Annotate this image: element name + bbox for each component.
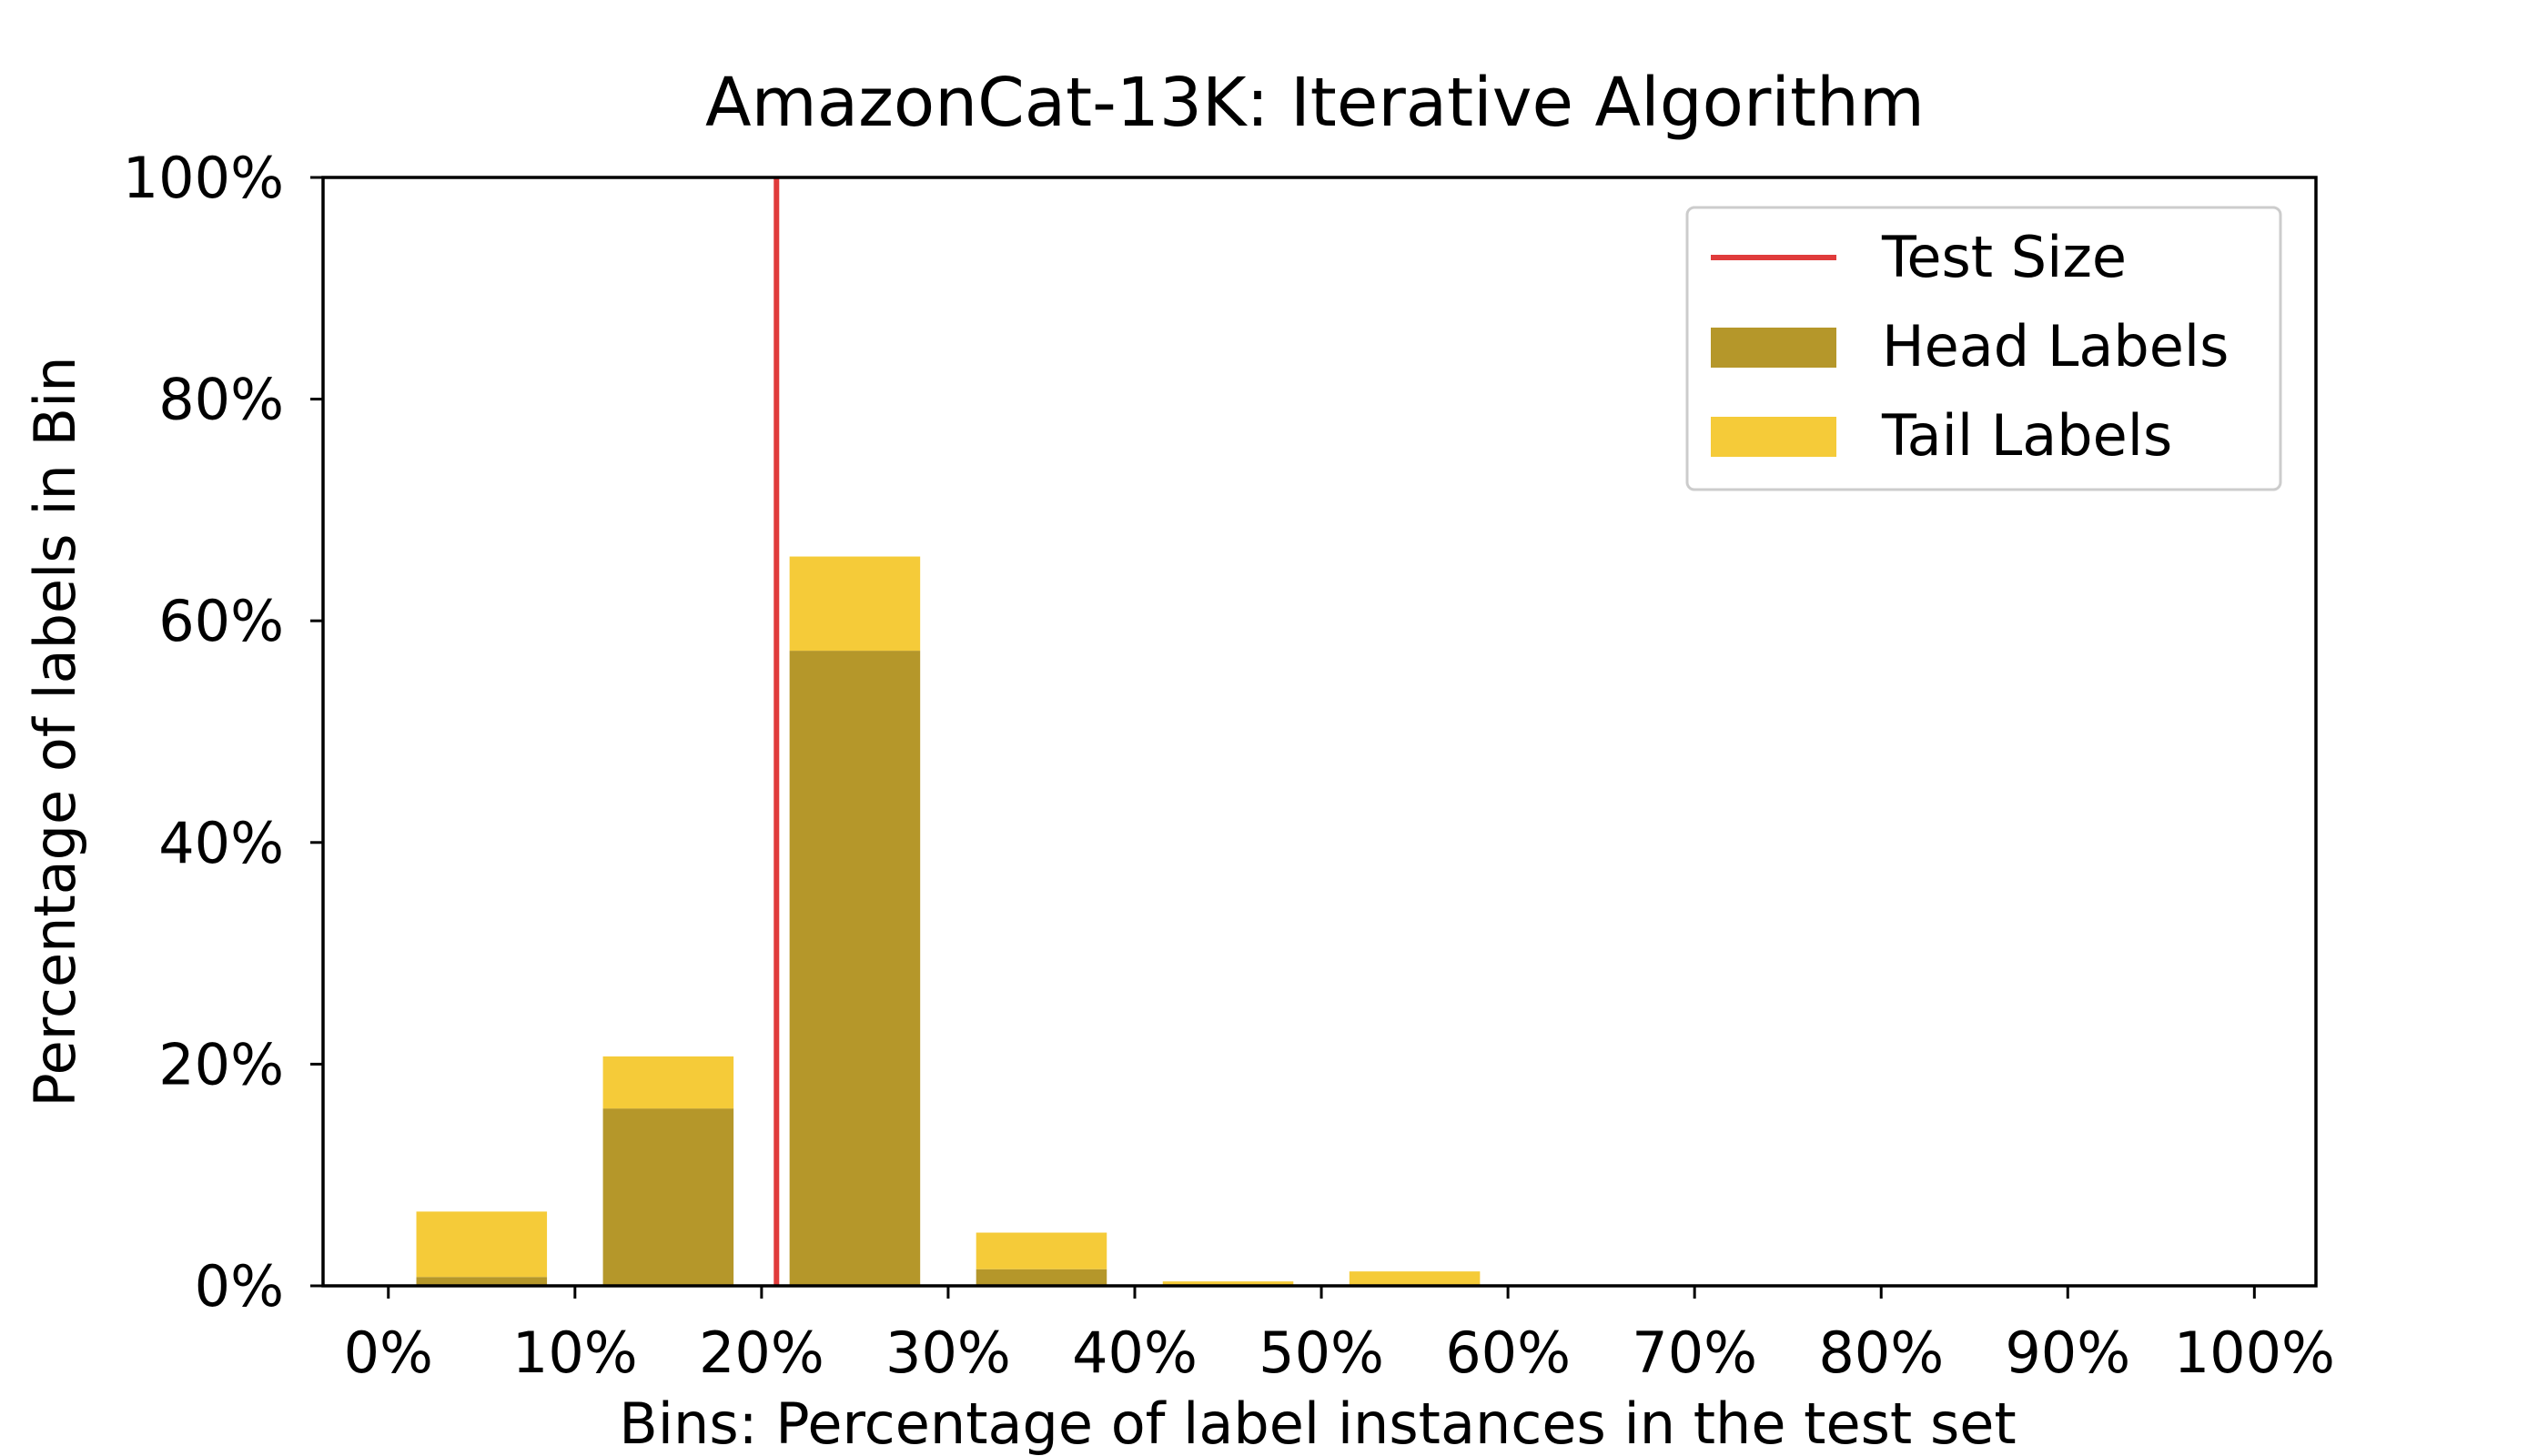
y-tick-label-3: 60% xyxy=(158,588,284,654)
x-tick-label-5: 50% xyxy=(1259,1320,1384,1386)
x-tick-label-2: 20% xyxy=(699,1320,824,1386)
chart-title: AmazonCat-13K: Iterative Algorithm xyxy=(705,64,1925,142)
y-axis-ticks: 0% 20% 40% 60% 80% 100% xyxy=(123,145,323,1320)
bar-head-labels-0 xyxy=(416,1277,548,1286)
legend-label-tail-labels: Tail Labels xyxy=(1881,402,2172,469)
x-tick-label-4: 40% xyxy=(1072,1320,1198,1386)
x-tick-label-3: 30% xyxy=(885,1320,1011,1386)
bars-group xyxy=(416,556,1481,1286)
bar-tail-labels-3 xyxy=(976,1232,1107,1269)
legend-label-test-size: Test Size xyxy=(1881,224,2127,290)
bar-head-labels-3 xyxy=(976,1269,1107,1286)
x-tick-label-6: 60% xyxy=(1445,1320,1571,1386)
y-tick-label-0: 0% xyxy=(195,1253,284,1320)
x-tick-label-0: 0% xyxy=(344,1320,433,1386)
x-axis-ticks: 0% 10% 20% 30% 40% 50% 60% 70% 80% 90% 100% xyxy=(344,1286,2335,1386)
x-axis-label: Bins: Percentage of label instances in t… xyxy=(619,1390,2016,1456)
legend: Test Size Head Labels Tail Labels xyxy=(1685,206,2282,491)
x-tick-label-1: 10% xyxy=(512,1320,638,1386)
plot-area-frame xyxy=(321,176,2318,1288)
legend-swatch-head-labels xyxy=(1711,328,1836,368)
bar-tail-labels-1 xyxy=(602,1056,734,1109)
y-tick-label-1: 20% xyxy=(158,1031,284,1097)
bar-tail-labels-4 xyxy=(1162,1281,1294,1286)
legend-label-head-labels: Head Labels xyxy=(1882,313,2229,379)
x-tick-label-8: 80% xyxy=(1818,1320,1944,1386)
y-tick-label-4: 80% xyxy=(158,367,284,433)
x-tick-label-7: 70% xyxy=(1632,1320,1757,1386)
legend-swatch-tail-labels xyxy=(1711,417,1836,457)
bar-tail-labels-2 xyxy=(789,556,921,652)
bar-head-labels-2 xyxy=(789,651,921,1286)
x-tick-label-10: 100% xyxy=(2174,1320,2335,1386)
bar-head-labels-1 xyxy=(602,1108,734,1286)
y-tick-label-2: 40% xyxy=(158,810,284,876)
bar-tail-labels-5 xyxy=(1349,1271,1481,1286)
x-tick-label-9: 90% xyxy=(2005,1320,2130,1386)
y-tick-label-5: 100% xyxy=(123,145,284,211)
y-axis-label: Percentage of labels in Bin xyxy=(22,356,88,1107)
bar-tail-labels-0 xyxy=(416,1211,548,1278)
